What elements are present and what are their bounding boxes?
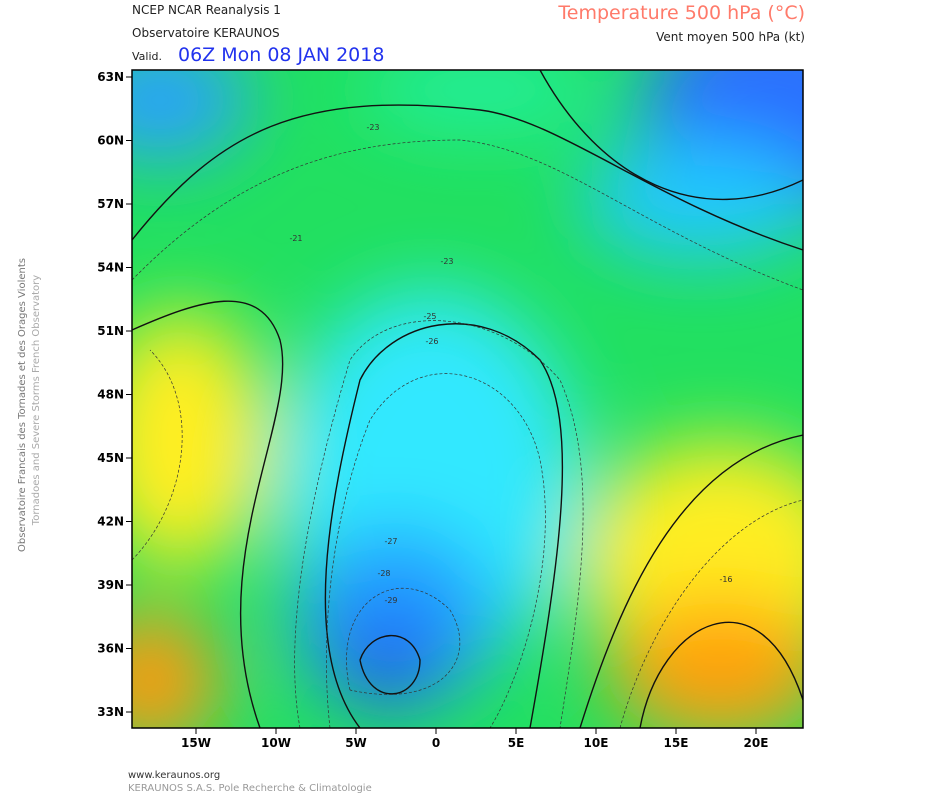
lat-label: 54N xyxy=(97,261,124,275)
footer-company: KERAUNOS S.A.S. Pole Recherche & Climato… xyxy=(128,783,372,794)
contour-label: -23 xyxy=(440,257,453,266)
contour-label: -26 xyxy=(425,337,438,346)
side-line-2: Tornadoes and Severe Storms French Obser… xyxy=(31,275,42,526)
side-line-1: Observatoire Francais des Tornades et de… xyxy=(17,258,28,552)
lat-label: 36N xyxy=(97,642,124,656)
lat-label: 33N xyxy=(97,705,124,719)
subtitle: Vent moyen 500 hPa (kt) xyxy=(656,30,805,44)
lon-label: 5E xyxy=(508,736,525,750)
valid-prefix: Valid. xyxy=(132,50,162,63)
lat-label: 48N xyxy=(97,388,124,402)
lat-label: 57N xyxy=(97,197,124,211)
lat-label: 39N xyxy=(97,578,124,592)
observatory: Observatoire KERAUNOS xyxy=(132,26,280,40)
contour-label: -29 xyxy=(384,596,397,605)
lat-label: 60N xyxy=(97,134,124,148)
lat-label: 63N xyxy=(97,70,124,84)
lat-label: 51N xyxy=(97,324,124,338)
map-field xyxy=(132,70,803,728)
lat-label: 42N xyxy=(97,515,124,529)
valid-date: 06Z Mon 08 JAN 2018 xyxy=(178,44,384,66)
lat-label: 45N xyxy=(97,451,124,465)
contour-label: -21 xyxy=(289,234,302,243)
lon-label: 10E xyxy=(584,736,609,750)
source: NCEP NCAR Reanalysis 1 xyxy=(132,3,281,17)
lon-label: 10W xyxy=(261,736,291,750)
lon-label: 20E xyxy=(744,736,769,750)
lon-label: 5W xyxy=(345,736,367,750)
footer-url: www.keraunos.org xyxy=(128,770,220,781)
contour-label: -27 xyxy=(384,537,397,546)
contour-label: -23 xyxy=(366,123,379,132)
lon-label: 0 xyxy=(432,736,440,750)
lon-label: 15E xyxy=(664,736,689,750)
contour-label: -25 xyxy=(423,312,436,321)
map-frame xyxy=(131,69,804,729)
contour-label: -16 xyxy=(719,575,732,584)
lon-label: 15W xyxy=(181,736,211,750)
title: Temperature 500 hPa (°C) xyxy=(557,2,805,24)
contour-label: -28 xyxy=(377,569,390,578)
